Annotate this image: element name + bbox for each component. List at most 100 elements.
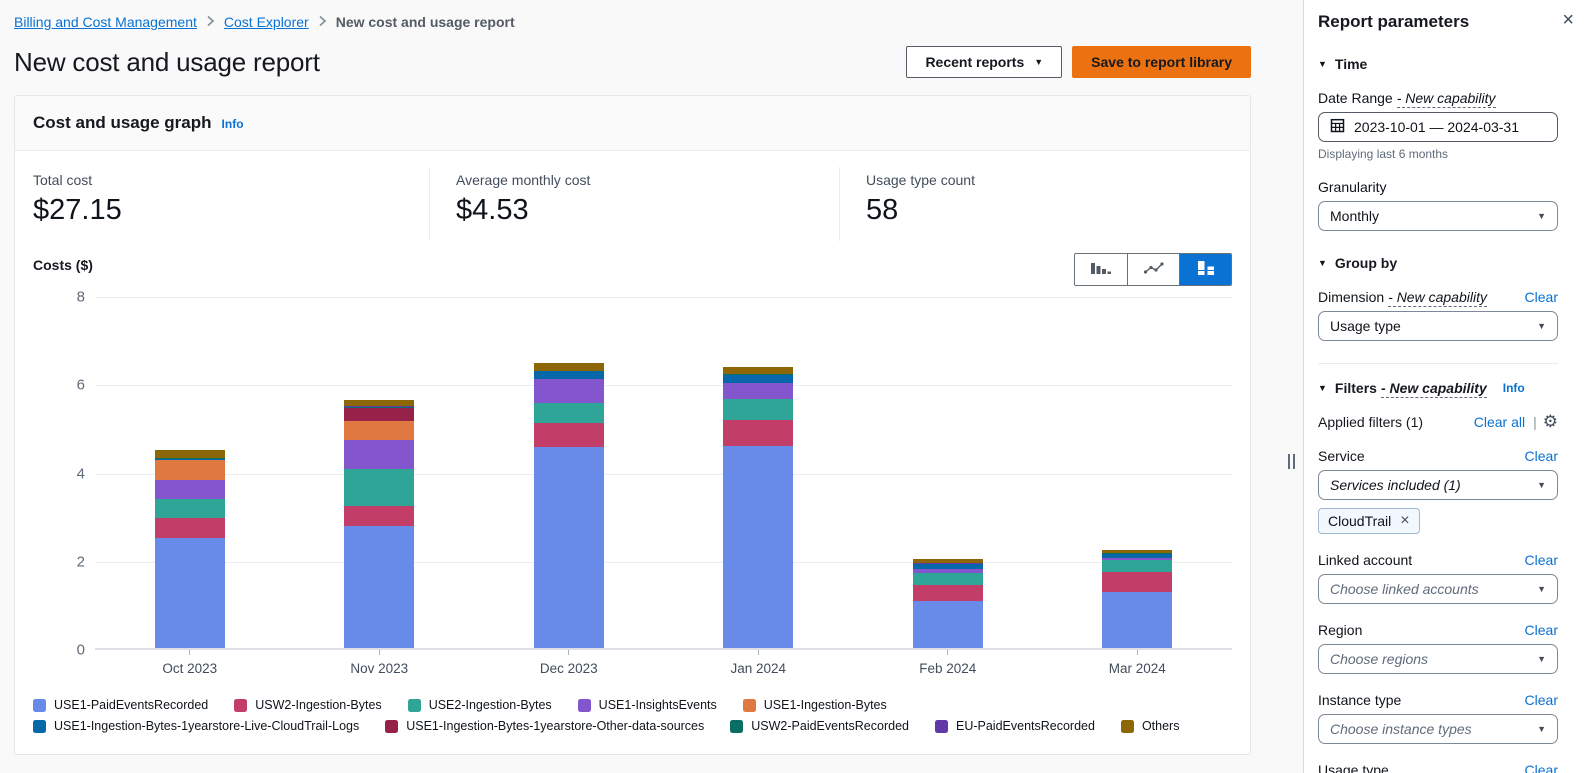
line-chart-button[interactable]	[1127, 254, 1179, 285]
remove-chip-icon[interactable]: ×	[1400, 513, 1409, 529]
bar-segment[interactable]	[344, 421, 414, 440]
linked-account-clear-link[interactable]: Clear	[1525, 552, 1558, 568]
filters-section-toggle[interactable]: ▼ Filters- New capability Info	[1318, 380, 1558, 396]
legend-swatch	[935, 720, 948, 733]
bar-segment[interactable]	[913, 573, 983, 585]
bar-segment[interactable]	[155, 538, 225, 648]
applied-filters-label: Applied filters (1)	[1318, 414, 1423, 430]
stat-label: Total cost	[33, 172, 403, 188]
dimension-select[interactable]: Usage type ▼	[1318, 311, 1558, 341]
region-placeholder: Choose regions	[1330, 651, 1428, 667]
x-axis-cell: Mar 2024	[1043, 650, 1233, 676]
bar-segment[interactable]	[534, 379, 604, 403]
service-clear-link[interactable]: Clear	[1525, 448, 1558, 464]
usage-type-clear-link[interactable]: Clear	[1525, 762, 1558, 773]
bar-segment[interactable]	[155, 460, 225, 480]
chart-legend: USE1-PaidEventsRecordedUSW2-Ingestion-By…	[33, 698, 1193, 733]
bar-slot	[853, 297, 1043, 650]
gear-icon[interactable]: ⚙	[1543, 413, 1558, 430]
bar-segment[interactable]	[723, 446, 793, 649]
bar-segment[interactable]	[723, 420, 793, 445]
stacked-bar-chart-button[interactable]	[1179, 254, 1231, 285]
bar-segment[interactable]	[723, 399, 793, 420]
bar-chart-button[interactable]	[1075, 254, 1127, 285]
filters-info-link[interactable]: Info	[1503, 381, 1525, 395]
bar-mar-2024[interactable]	[1102, 550, 1172, 648]
y-tick-label: 2	[77, 553, 85, 570]
bar-segment[interactable]	[534, 447, 604, 648]
legend-label: USW2-Ingestion-Bytes	[255, 698, 381, 712]
time-section-label: Time	[1335, 56, 1367, 72]
breadcrumb-link-cost-explorer[interactable]: Cost Explorer	[224, 14, 309, 30]
legend-label: USE1-Ingestion-Bytes-1yearstore-Live-Clo…	[54, 719, 359, 733]
service-select[interactable]: Services included (1) ▼	[1318, 470, 1558, 500]
bar-segment[interactable]	[1102, 592, 1172, 648]
clear-all-link[interactable]: Clear all	[1474, 414, 1525, 430]
legend-label: USE1-Ingestion-Bytes-1yearstore-Other-da…	[406, 719, 704, 733]
bar-segment[interactable]	[344, 440, 414, 469]
bar-segment[interactable]	[534, 363, 604, 371]
page-title: New cost and usage report	[14, 47, 320, 78]
bar-segment[interactable]	[344, 408, 414, 421]
x-tick	[1137, 650, 1138, 655]
instance-type-select[interactable]: Choose instance types▼	[1318, 714, 1558, 744]
region-clear-link[interactable]: Clear	[1525, 622, 1558, 638]
bar-oct-2023[interactable]	[155, 450, 225, 648]
bar-segment[interactable]	[344, 506, 414, 527]
granularity-select[interactable]: Monthly ▼	[1318, 201, 1558, 231]
bar-segment[interactable]	[344, 526, 414, 648]
bar-segment[interactable]	[1102, 572, 1172, 592]
bar-dec-2023[interactable]	[534, 363, 604, 648]
date-range-input[interactable]: 2023-10-01 — 2024-03-31	[1318, 112, 1558, 142]
bar-segment[interactable]	[723, 375, 793, 383]
save-to-report-library-button[interactable]: Save to report library	[1072, 46, 1251, 78]
recent-reports-label: Recent reports	[925, 54, 1024, 70]
stat: Average monthly cost $4.53	[429, 167, 839, 241]
bar-segment[interactable]	[723, 367, 793, 374]
bar-nov-2023[interactable]	[344, 400, 414, 648]
time-section-toggle[interactable]: ▼ Time	[1318, 56, 1558, 72]
region-select[interactable]: Choose regions ▼	[1318, 644, 1558, 674]
bar-segment[interactable]	[155, 480, 225, 499]
instance-type-placeholder: Choose instance types	[1330, 721, 1472, 737]
bar-segment[interactable]	[534, 371, 604, 379]
stat-value: $4.53	[456, 194, 813, 227]
instance-type-clear-link[interactable]: Clear	[1525, 692, 1558, 708]
new-capability-badge: - New capability	[1388, 289, 1487, 307]
panel-resize-handle[interactable]	[1288, 454, 1295, 469]
bar-segment[interactable]	[534, 423, 604, 447]
applied-filters-row: Applied filters (1) Clear all | ⚙	[1318, 413, 1558, 430]
bar-segment[interactable]	[344, 400, 414, 407]
linked-account-select[interactable]: Choose linked accounts▼	[1318, 574, 1558, 604]
bar-segment[interactable]	[344, 469, 414, 505]
x-axis-cell: Oct 2023	[95, 650, 285, 676]
bar-segment[interactable]	[534, 403, 604, 423]
bar-segment[interactable]	[155, 499, 225, 518]
chevron-down-icon: ▼	[1537, 480, 1546, 490]
breadcrumb-link-billing[interactable]: Billing and Cost Management	[14, 14, 197, 30]
instance-type-filter-label: Instance typeClear	[1318, 692, 1558, 708]
bar-jan-2024[interactable]	[723, 367, 793, 648]
chevron-down-icon: ▼	[1537, 654, 1546, 664]
breadcrumb-current: New cost and usage report	[336, 14, 515, 30]
bar-segment[interactable]	[1102, 560, 1172, 572]
bar-feb-2024[interactable]	[913, 559, 983, 648]
close-icon[interactable]: ×	[1562, 10, 1574, 30]
stat-label: Average monthly cost	[456, 172, 813, 188]
recent-reports-button[interactable]: Recent reports ▼	[906, 46, 1062, 78]
legend-swatch	[408, 699, 421, 712]
stats-row: Total cost$27.15Average monthly cost$4.5…	[15, 151, 1250, 251]
group-by-section-toggle[interactable]: ▼ Group by	[1318, 255, 1558, 271]
legend-label: USE2-Ingestion-Bytes	[429, 698, 552, 712]
chart-area: Costs ($) 02468 Oct 2023Nov 2023	[15, 251, 1250, 733]
bar-segment[interactable]	[913, 585, 983, 601]
bar-segment[interactable]	[723, 383, 793, 399]
bar-segment[interactable]	[155, 518, 225, 538]
info-link[interactable]: Info	[222, 117, 244, 131]
group-by-section-label: Group by	[1335, 255, 1397, 271]
dimension-clear-link[interactable]: Clear	[1525, 289, 1558, 305]
bar-slot	[664, 297, 854, 650]
bar-segment[interactable]	[913, 601, 983, 648]
chevron-down-icon: ▼	[1318, 258, 1327, 268]
bar-segment[interactable]	[155, 450, 225, 458]
